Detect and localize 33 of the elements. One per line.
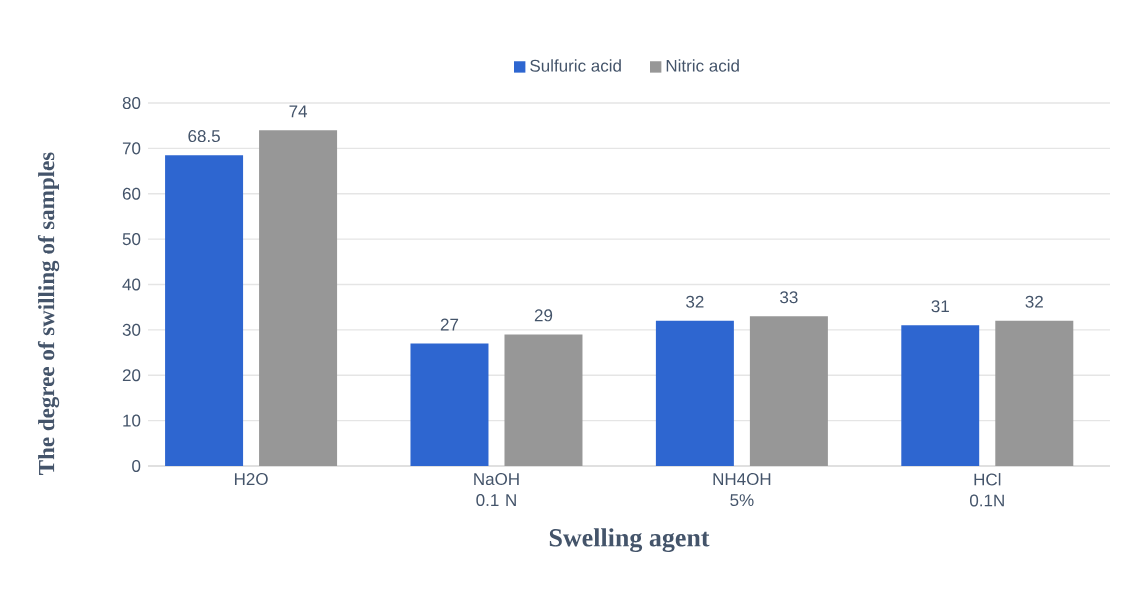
y-axis-title: The degree of swilling of samples	[37, 152, 60, 475]
x-tick-label: HCl 0.1N	[970, 473, 1004, 507]
y-tick-label: 20	[122, 369, 141, 382]
data-label: 32	[1025, 295, 1043, 308]
y-tick-label: 30	[122, 323, 141, 336]
x-axis-title: Swelling agent	[549, 528, 710, 553]
bar	[504, 334, 583, 466]
bar	[655, 320, 734, 466]
y-tick-label: 50	[122, 233, 141, 246]
bar	[901, 325, 980, 466]
data-label: 27	[440, 318, 459, 331]
y-tick-label: 80	[122, 97, 141, 110]
bar	[410, 343, 489, 466]
data-label: 33	[780, 291, 798, 304]
y-tick-label: 70	[122, 142, 141, 155]
bar	[165, 155, 244, 466]
legend-label: Sulfuric acid	[530, 59, 621, 72]
legend-label: Nitric acid	[666, 59, 739, 72]
y-tick-label: 40	[122, 278, 141, 291]
y-tick-label: 0	[132, 459, 141, 472]
x-tick-label: H2O	[234, 473, 268, 486]
data-label: 32	[686, 295, 704, 308]
data-label: 68.5	[188, 130, 220, 143]
data-label: 74	[289, 105, 308, 118]
bar	[995, 320, 1074, 466]
data-label: 31	[931, 300, 949, 313]
bar	[749, 316, 828, 466]
y-tick-label: 10	[123, 414, 141, 427]
y-tick-label: 60	[122, 187, 141, 200]
bar	[259, 130, 338, 466]
data-label: 29	[534, 309, 553, 322]
x-tick-label: NaOH 0.1 N	[474, 473, 519, 507]
x-tick-label: NH4OH 5%	[713, 473, 771, 507]
